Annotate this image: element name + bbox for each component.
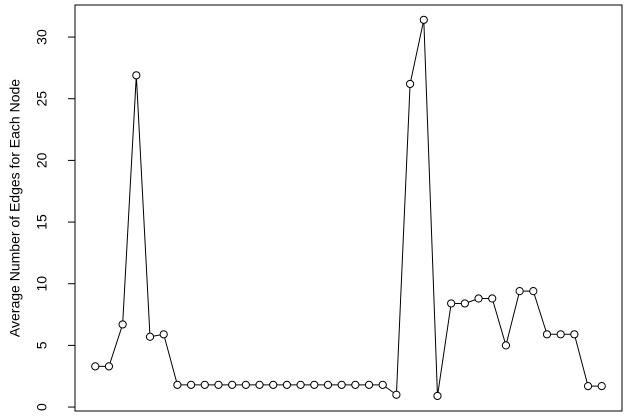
data-point xyxy=(214,380,223,389)
data-point xyxy=(378,380,387,389)
data-point xyxy=(323,380,333,389)
y-tick-label: 15 xyxy=(34,214,50,230)
y-tick-label: 5 xyxy=(34,341,50,349)
data-point xyxy=(145,332,155,341)
y-tick-label: 10 xyxy=(34,276,50,292)
data-point xyxy=(200,380,209,389)
data-point xyxy=(228,380,237,389)
data-point xyxy=(159,330,168,339)
data-point xyxy=(392,390,401,399)
data-point xyxy=(433,391,442,401)
data-point xyxy=(474,294,483,303)
data-point xyxy=(405,79,415,89)
data-point xyxy=(515,287,524,296)
data-point xyxy=(186,380,196,389)
data-point xyxy=(132,71,141,80)
data-point xyxy=(364,380,374,389)
y-tick-label: 0 xyxy=(34,403,50,411)
data-point xyxy=(542,330,552,339)
data-point xyxy=(337,380,346,389)
data-point xyxy=(173,380,182,389)
data-point xyxy=(255,380,264,389)
data-point xyxy=(529,287,538,296)
data-point xyxy=(282,380,292,389)
data-point xyxy=(447,299,456,308)
y-tick-label: 25 xyxy=(34,91,50,107)
data-point xyxy=(556,330,565,339)
data-point xyxy=(296,380,305,389)
data-point xyxy=(269,380,278,389)
data-point xyxy=(460,299,469,308)
data-point xyxy=(104,362,114,371)
plot-frame xyxy=(74,4,623,412)
data-point xyxy=(488,294,497,303)
data-point xyxy=(91,362,100,371)
y-tick-label: 20 xyxy=(34,152,50,168)
data-point xyxy=(419,15,428,24)
y-axis-label: Average Number of Edges for Each Node xyxy=(7,79,23,337)
y-tick-label: 30 xyxy=(34,29,50,45)
data-point xyxy=(310,380,319,389)
data-point xyxy=(570,330,579,339)
data-point xyxy=(241,380,250,389)
data-point xyxy=(583,381,593,391)
data-point xyxy=(118,320,127,329)
data-point xyxy=(501,341,511,350)
data-point xyxy=(351,380,360,389)
data-point xyxy=(597,381,606,391)
data-line xyxy=(95,19,602,397)
